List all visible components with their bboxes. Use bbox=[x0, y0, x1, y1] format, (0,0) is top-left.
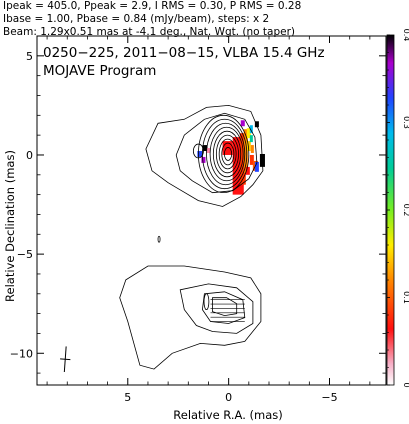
colorbar-tick-label-1: 0.1 bbox=[402, 291, 409, 304]
contour-core-ring-6 bbox=[218, 138, 237, 170]
x-tick-label-0: 5 bbox=[124, 391, 131, 404]
contour-core-outer bbox=[145, 104, 264, 207]
chart-subtitle: MOJAVE Program bbox=[43, 63, 156, 79]
polarization-pixel-14 bbox=[254, 161, 259, 172]
polarization-pixel-4 bbox=[246, 141, 251, 152]
polarization-pixel-3 bbox=[246, 128, 251, 139]
polarization-pixel-16 bbox=[202, 145, 208, 152]
colorbar-tick-label-2: 0.2 bbox=[402, 204, 409, 217]
header-line-ipeak: Ipeak = 405.0, Ppeak = 2.9, I RMS = 0.30… bbox=[3, 0, 301, 12]
contour-core-ring-4 bbox=[212, 130, 242, 178]
contour-south-3 bbox=[201, 291, 246, 324]
y-tick-label-1: 0 bbox=[26, 149, 33, 162]
contour-core-ring-3 bbox=[209, 126, 244, 182]
contour-core-ring-2 bbox=[206, 122, 246, 186]
contour-east-knot bbox=[192, 143, 204, 159]
contour-core-ring-7 bbox=[221, 142, 235, 166]
polarization-pixel-6 bbox=[249, 135, 253, 143]
polarization-pixel-15 bbox=[240, 120, 245, 127]
beam-minor-axis bbox=[60, 358, 71, 361]
x-tick-label-2: −5 bbox=[321, 391, 337, 404]
contour-core-ring-1 bbox=[202, 118, 248, 190]
y-tick-label-2: −5 bbox=[17, 248, 33, 261]
polarization-pixel-9 bbox=[245, 166, 250, 175]
polarization-pixel-5 bbox=[249, 125, 253, 134]
contour-island bbox=[157, 235, 161, 243]
polarization-pixel-18 bbox=[201, 156, 206, 163]
contour-core-ring-5 bbox=[215, 134, 239, 174]
y-axis-label: Relative Declination (mas) bbox=[3, 150, 17, 302]
polarization-pixel-11 bbox=[222, 141, 233, 155]
contour-south-2 bbox=[179, 283, 254, 334]
polarization-pixel-0 bbox=[232, 137, 244, 195]
polarization-pixel-7 bbox=[250, 145, 254, 153]
axis-ticks: 5 0 −5 5 0 −5 −10 bbox=[10, 35, 386, 404]
polarization-pixel-8 bbox=[249, 154, 254, 165]
plot-frame bbox=[36, 35, 387, 386]
beam-marker bbox=[60, 346, 71, 373]
polarization-pixel-2 bbox=[243, 129, 248, 173]
y-tick-label-0: 5 bbox=[26, 50, 33, 63]
colorbar-tick-label-3: 0.3 bbox=[402, 116, 409, 129]
contour-core-ring-8 bbox=[224, 147, 233, 161]
colorbar-ticks: 0 0.1 0.2 0.3 0.4 bbox=[387, 29, 409, 388]
x-tick-label-1: 0 bbox=[225, 391, 232, 404]
header-line-beam: Beam: 1.29x0.51 mas at -4.1 deg., Nat. W… bbox=[3, 26, 295, 38]
x-axis-label: Relative R.A. (mas) bbox=[173, 408, 282, 422]
contour-map bbox=[60, 104, 265, 373]
y-tick-label-3: −10 bbox=[10, 347, 33, 360]
contour-core-ring-0 bbox=[197, 114, 250, 194]
polarization-pixel-12 bbox=[254, 121, 259, 128]
contour-south-4 bbox=[212, 297, 238, 317]
header-line-ibase: Ibase = 1.00, Pbase = 0.84 (mJy/beam), s… bbox=[3, 13, 269, 25]
chart-title: 0250−225, 2011−08−15, VLBA 15.4 GHz bbox=[43, 45, 325, 61]
contour-south-knot bbox=[203, 293, 210, 311]
polarization-pixel-19 bbox=[206, 148, 211, 153]
contour-south-outer bbox=[119, 265, 262, 370]
contour-core-2 bbox=[175, 112, 258, 194]
colorbar-tick-label-4: 0.4 bbox=[402, 29, 409, 42]
colorbar-tick-label-0: 0 bbox=[402, 382, 409, 387]
polarization-pixel-17 bbox=[197, 151, 203, 157]
